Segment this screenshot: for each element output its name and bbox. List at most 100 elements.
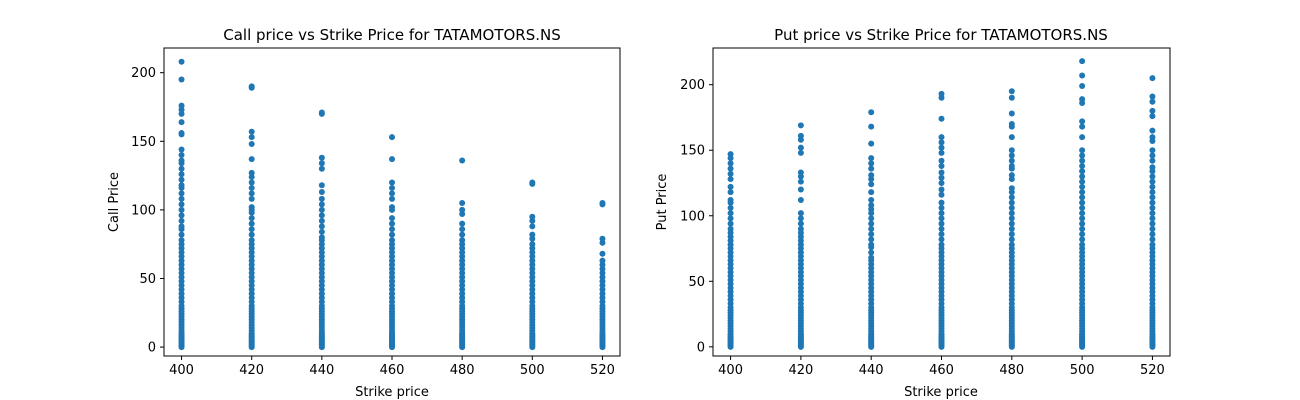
data-point bbox=[727, 220, 734, 227]
data-point bbox=[248, 278, 255, 285]
y-axis-label: Call Price bbox=[107, 172, 122, 232]
data-point bbox=[248, 204, 255, 211]
data-point bbox=[318, 302, 325, 309]
data-point bbox=[938, 174, 945, 181]
data-point bbox=[727, 160, 734, 167]
data-point bbox=[1149, 241, 1156, 248]
x-tick-label: 480 bbox=[999, 363, 1024, 378]
data-point bbox=[1149, 173, 1156, 180]
y-ticks: 0 50 100 150 200 bbox=[131, 66, 164, 356]
data-point bbox=[727, 225, 734, 232]
data-point bbox=[727, 176, 734, 183]
data-point bbox=[1008, 88, 1015, 95]
data-point bbox=[1008, 236, 1015, 243]
data-point bbox=[599, 200, 606, 207]
data-point bbox=[178, 206, 185, 213]
data-point bbox=[1079, 236, 1086, 243]
data-point bbox=[178, 278, 185, 285]
data-point bbox=[938, 179, 945, 186]
data-point bbox=[248, 269, 255, 276]
data-point bbox=[938, 90, 945, 97]
data-point bbox=[529, 217, 536, 224]
data-point bbox=[248, 184, 255, 191]
data-point bbox=[938, 169, 945, 176]
data-point bbox=[868, 249, 875, 256]
data-point bbox=[1149, 220, 1156, 227]
data-point bbox=[389, 237, 395, 244]
data-point bbox=[529, 282, 536, 289]
y-tick-label: 50 bbox=[139, 272, 156, 287]
data-point bbox=[727, 183, 734, 190]
chart-title: Put price vs Strike Price for TATAMOTORS… bbox=[774, 26, 1108, 44]
plot-frame bbox=[712, 47, 1171, 357]
data-point bbox=[318, 278, 325, 285]
data-point bbox=[318, 234, 325, 241]
data-point bbox=[1008, 172, 1015, 179]
data-point bbox=[459, 226, 466, 233]
data-point bbox=[938, 231, 945, 238]
data-point bbox=[389, 294, 395, 301]
data-point bbox=[599, 278, 606, 285]
data-point bbox=[727, 210, 734, 217]
data-point bbox=[727, 165, 734, 172]
data-point bbox=[868, 215, 875, 222]
y-axis-label: Put Price bbox=[655, 174, 670, 231]
data-point bbox=[178, 265, 185, 272]
chart-title: Call price vs Strike Price for TATAMOTOR… bbox=[223, 26, 561, 44]
data-point bbox=[599, 269, 606, 276]
data-point bbox=[529, 213, 536, 220]
data-point bbox=[1008, 185, 1015, 192]
data-point bbox=[868, 155, 875, 162]
data-point bbox=[1008, 134, 1015, 141]
data-point bbox=[318, 217, 325, 224]
x-tick-label: 480 bbox=[450, 363, 475, 378]
data-point bbox=[938, 144, 945, 151]
data-point bbox=[529, 231, 536, 238]
data-point bbox=[389, 245, 395, 252]
data-point bbox=[318, 160, 325, 167]
data-point bbox=[868, 220, 875, 227]
data-point bbox=[938, 186, 945, 193]
data-point bbox=[1149, 134, 1156, 141]
data-point bbox=[459, 282, 466, 289]
data-point bbox=[727, 189, 734, 196]
data-point bbox=[1149, 147, 1156, 154]
data-point bbox=[389, 282, 395, 289]
data-point bbox=[938, 204, 945, 211]
data-point bbox=[318, 282, 325, 289]
data-point bbox=[1149, 127, 1156, 134]
data-point bbox=[868, 123, 875, 130]
data-point bbox=[529, 241, 536, 248]
data-point bbox=[1149, 236, 1156, 243]
data-point bbox=[529, 249, 536, 256]
data-point bbox=[178, 241, 185, 248]
data-point bbox=[727, 204, 734, 211]
data-point bbox=[389, 156, 395, 163]
data-point bbox=[389, 220, 395, 227]
data-point bbox=[868, 189, 875, 196]
data-point bbox=[318, 269, 325, 276]
data-point bbox=[1149, 98, 1156, 105]
data-point bbox=[248, 245, 255, 252]
x-tick-label: 440 bbox=[859, 363, 884, 378]
data-point bbox=[1008, 199, 1015, 206]
data-point bbox=[178, 253, 185, 260]
data-point bbox=[599, 257, 606, 264]
data-point bbox=[248, 265, 255, 272]
data-point bbox=[868, 165, 875, 172]
data-point bbox=[178, 261, 185, 268]
data-point bbox=[1079, 225, 1086, 232]
data-point bbox=[1008, 231, 1015, 238]
data-point bbox=[389, 215, 395, 222]
data-point bbox=[529, 245, 536, 252]
data-point bbox=[318, 257, 325, 264]
data-point bbox=[178, 269, 185, 276]
data-point bbox=[1008, 204, 1015, 211]
data-point bbox=[178, 110, 185, 117]
data-point bbox=[1079, 118, 1086, 125]
data-point bbox=[1008, 94, 1015, 101]
data-point bbox=[389, 265, 395, 272]
data-point bbox=[797, 122, 804, 129]
data-point bbox=[389, 134, 395, 141]
data-point bbox=[1079, 241, 1086, 248]
